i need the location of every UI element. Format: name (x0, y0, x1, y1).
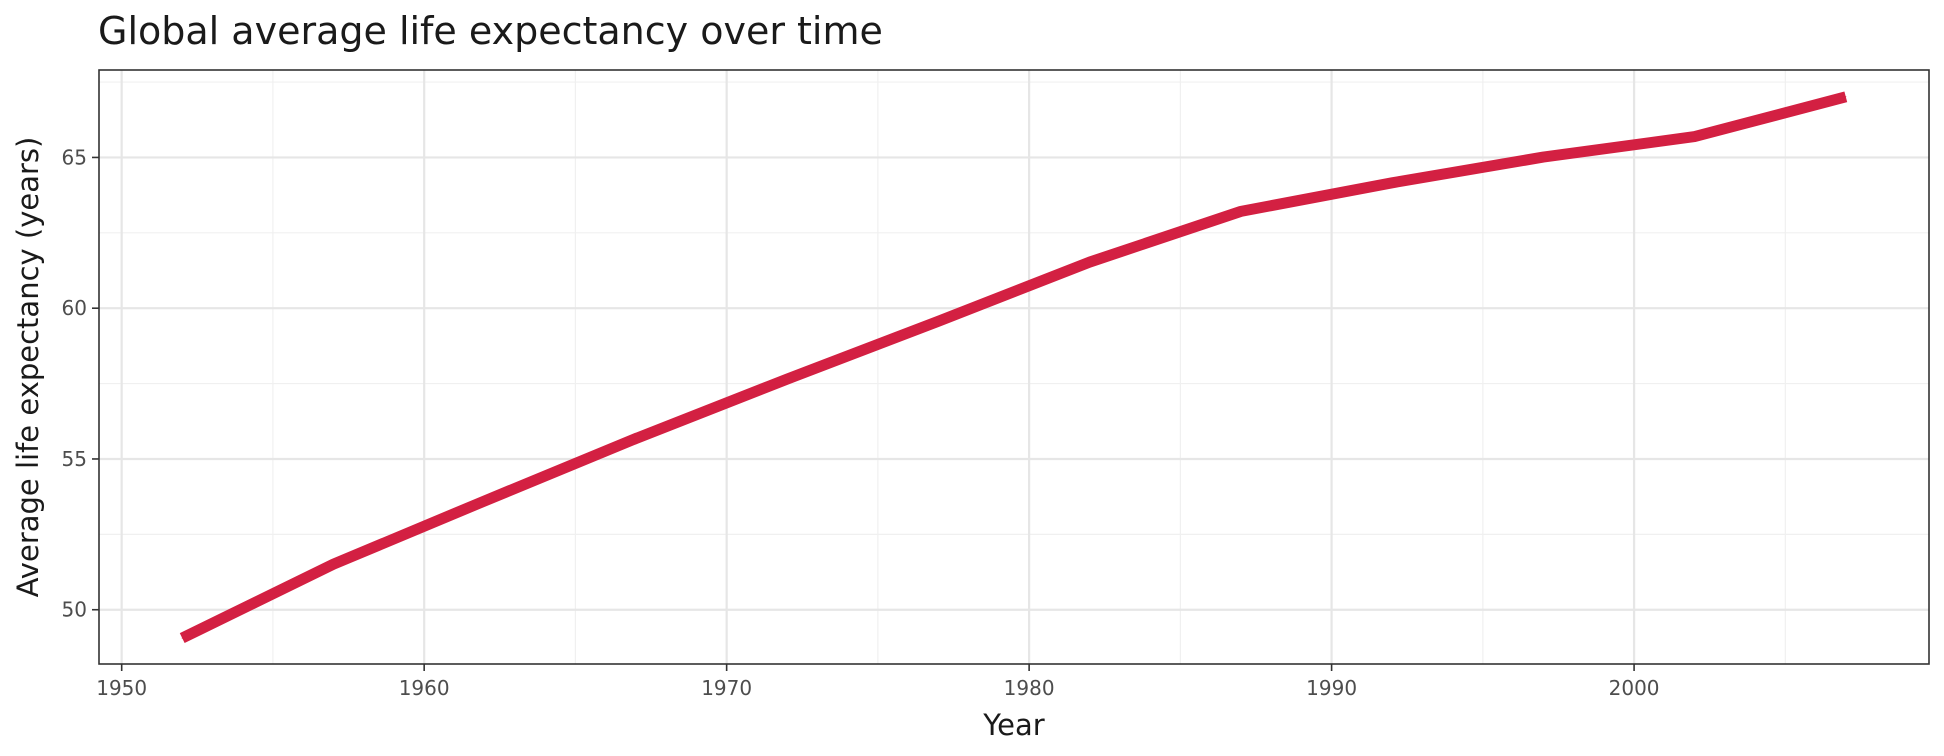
data-point (635, 438, 637, 439)
x-tick-label: 2000 (1609, 676, 1660, 700)
x-axis: 1950 1960 1970 1980 1990 2000 (96, 664, 1660, 700)
grid (99, 70, 1929, 664)
y-axis: 50 55 60 65 (62, 145, 99, 622)
life-expectancy-line (179, 91, 1848, 644)
x-tick-label: 1990 (1306, 676, 1357, 700)
data-point (1089, 261, 1091, 263)
data-point (181, 637, 183, 639)
y-tick-label: 55 (62, 447, 87, 471)
data-point (1845, 96, 1847, 98)
data-point (1694, 136, 1696, 138)
data-point (786, 378, 788, 380)
data-point (1240, 210, 1242, 212)
y-axis-title: Average life expectancy (years) (11, 137, 45, 598)
x-tick-label: 1960 (399, 676, 450, 700)
x-axis-title: Year (982, 708, 1044, 742)
data-point (332, 563, 334, 565)
data-point (937, 320, 939, 322)
y-tick-label: 50 (62, 598, 87, 622)
x-tick-label: 1970 (701, 676, 752, 700)
panel-border (98, 69, 1930, 665)
y-tick-label: 60 (62, 296, 87, 320)
series-layer (179, 91, 1848, 644)
y-tick-label: 65 (62, 145, 87, 169)
chart-title: Global average life expectancy over time (98, 9, 883, 53)
data-point (484, 500, 486, 502)
data-point (1391, 182, 1393, 184)
data-point (1542, 156, 1544, 158)
x-tick-label: 1980 (1004, 676, 1055, 700)
x-tick-label: 1950 (96, 676, 147, 700)
